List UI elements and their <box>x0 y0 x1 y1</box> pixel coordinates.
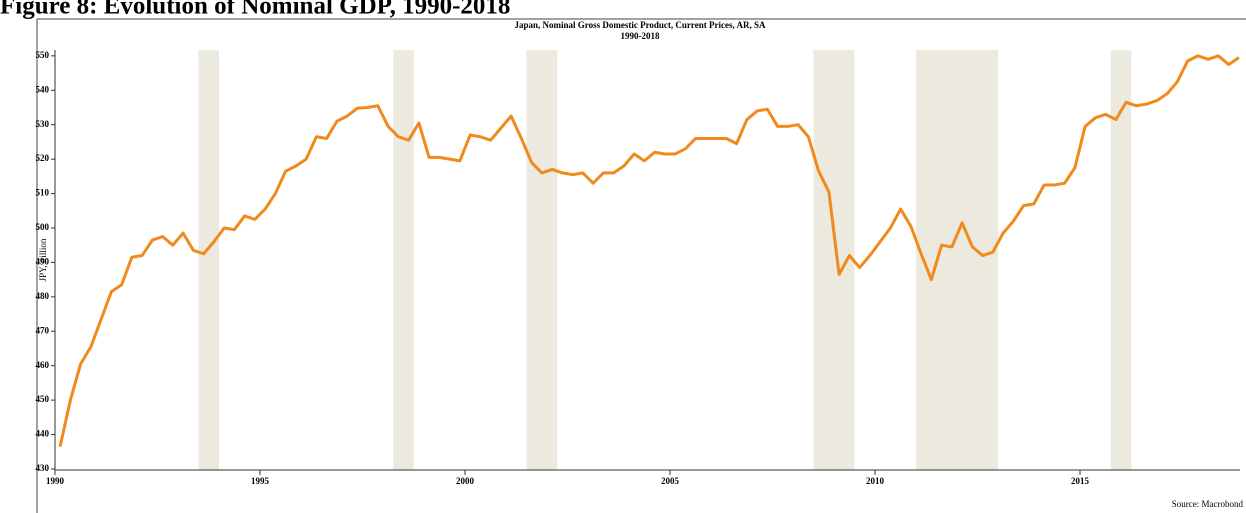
y-tick-label: 450 <box>36 394 50 404</box>
y-tick-label: 470 <box>36 325 50 335</box>
chart-title: Japan, Nominal Gross Domestic Product, C… <box>515 20 766 30</box>
shaded-period <box>526 50 558 470</box>
y-tick-label: 520 <box>36 153 50 163</box>
y-tick-label: 540 <box>36 84 50 94</box>
x-tick-label: 2015 <box>1071 476 1090 486</box>
y-tick-label: 500 <box>36 222 50 232</box>
chart-subtitle: 1990-2018 <box>621 31 660 41</box>
source: Source: Macrobond <box>1172 499 1244 509</box>
y-tick-label: 550 <box>36 50 50 60</box>
y-tick-label: 510 <box>36 188 50 198</box>
y-tick-label: 460 <box>36 360 50 370</box>
x-tick-label: 2005 <box>661 476 680 486</box>
y-tick-label: 440 <box>36 429 50 439</box>
y-tick-label: 490 <box>36 256 50 266</box>
x-tick-label: 2000 <box>456 476 475 486</box>
y-tick-label: 430 <box>36 463 50 473</box>
x-tick-label: 1995 <box>251 476 270 486</box>
shaded-period <box>1110 50 1132 470</box>
y-axis-label: JPY, trillion <box>38 238 48 281</box>
shaded-period <box>198 50 219 470</box>
y-tick-label: 530 <box>36 119 50 129</box>
figure-caption: Figure 8: Evolution of Nominal GDP, 1990… <box>0 0 510 20</box>
y-tick-label: 480 <box>36 291 50 301</box>
x-tick-label: 2010 <box>866 476 885 486</box>
shaded-period <box>916 50 998 470</box>
x-tick-label: 1990 <box>46 476 65 486</box>
shaded-period <box>393 50 414 470</box>
line-series <box>58 54 1240 447</box>
